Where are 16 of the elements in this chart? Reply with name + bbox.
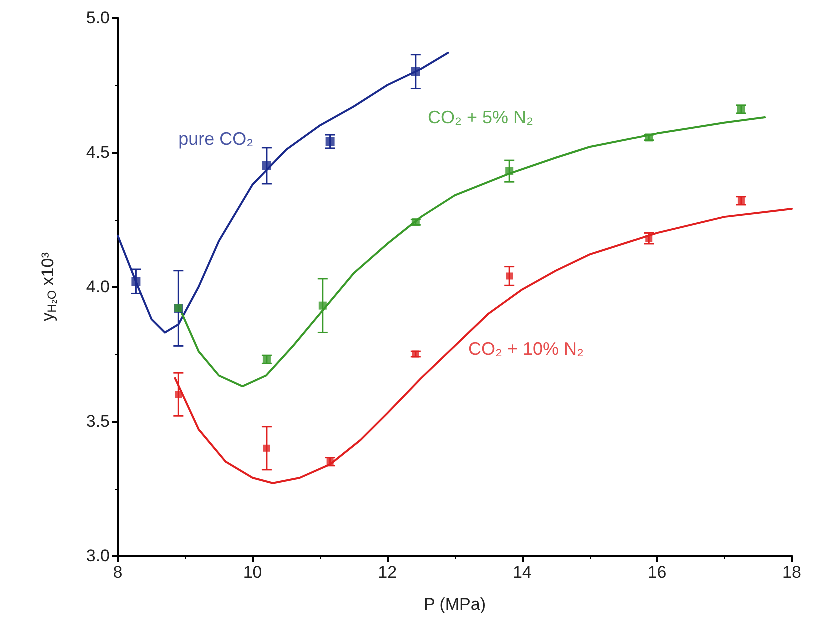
x-tick-label: 8: [113, 563, 123, 582]
x-tick-label: 18: [782, 563, 802, 582]
text: CO₂ + 10% N₂: [468, 338, 584, 359]
series-label: pure CO₂: [178, 129, 254, 150]
y-tick-label: 4.5: [86, 143, 110, 162]
y-tick-label: 3.5: [86, 412, 110, 431]
y-tick-label: 3.0: [86, 546, 110, 566]
x-tick-label: 16: [648, 563, 667, 582]
x-tick-label: 10: [243, 563, 262, 582]
y-axis-title: yH₂O x10³: [38, 252, 59, 322]
y-tick-label: 4.0: [86, 278, 110, 296]
x-tick-label: 12: [378, 563, 398, 582]
x-axis-title: P (MPa): [424, 595, 486, 614]
x-tick-label: 14: [512, 563, 532, 582]
text: CO₂ + 5% N₂: [428, 108, 534, 128]
y-tick-label: 5.0: [86, 8, 110, 28]
